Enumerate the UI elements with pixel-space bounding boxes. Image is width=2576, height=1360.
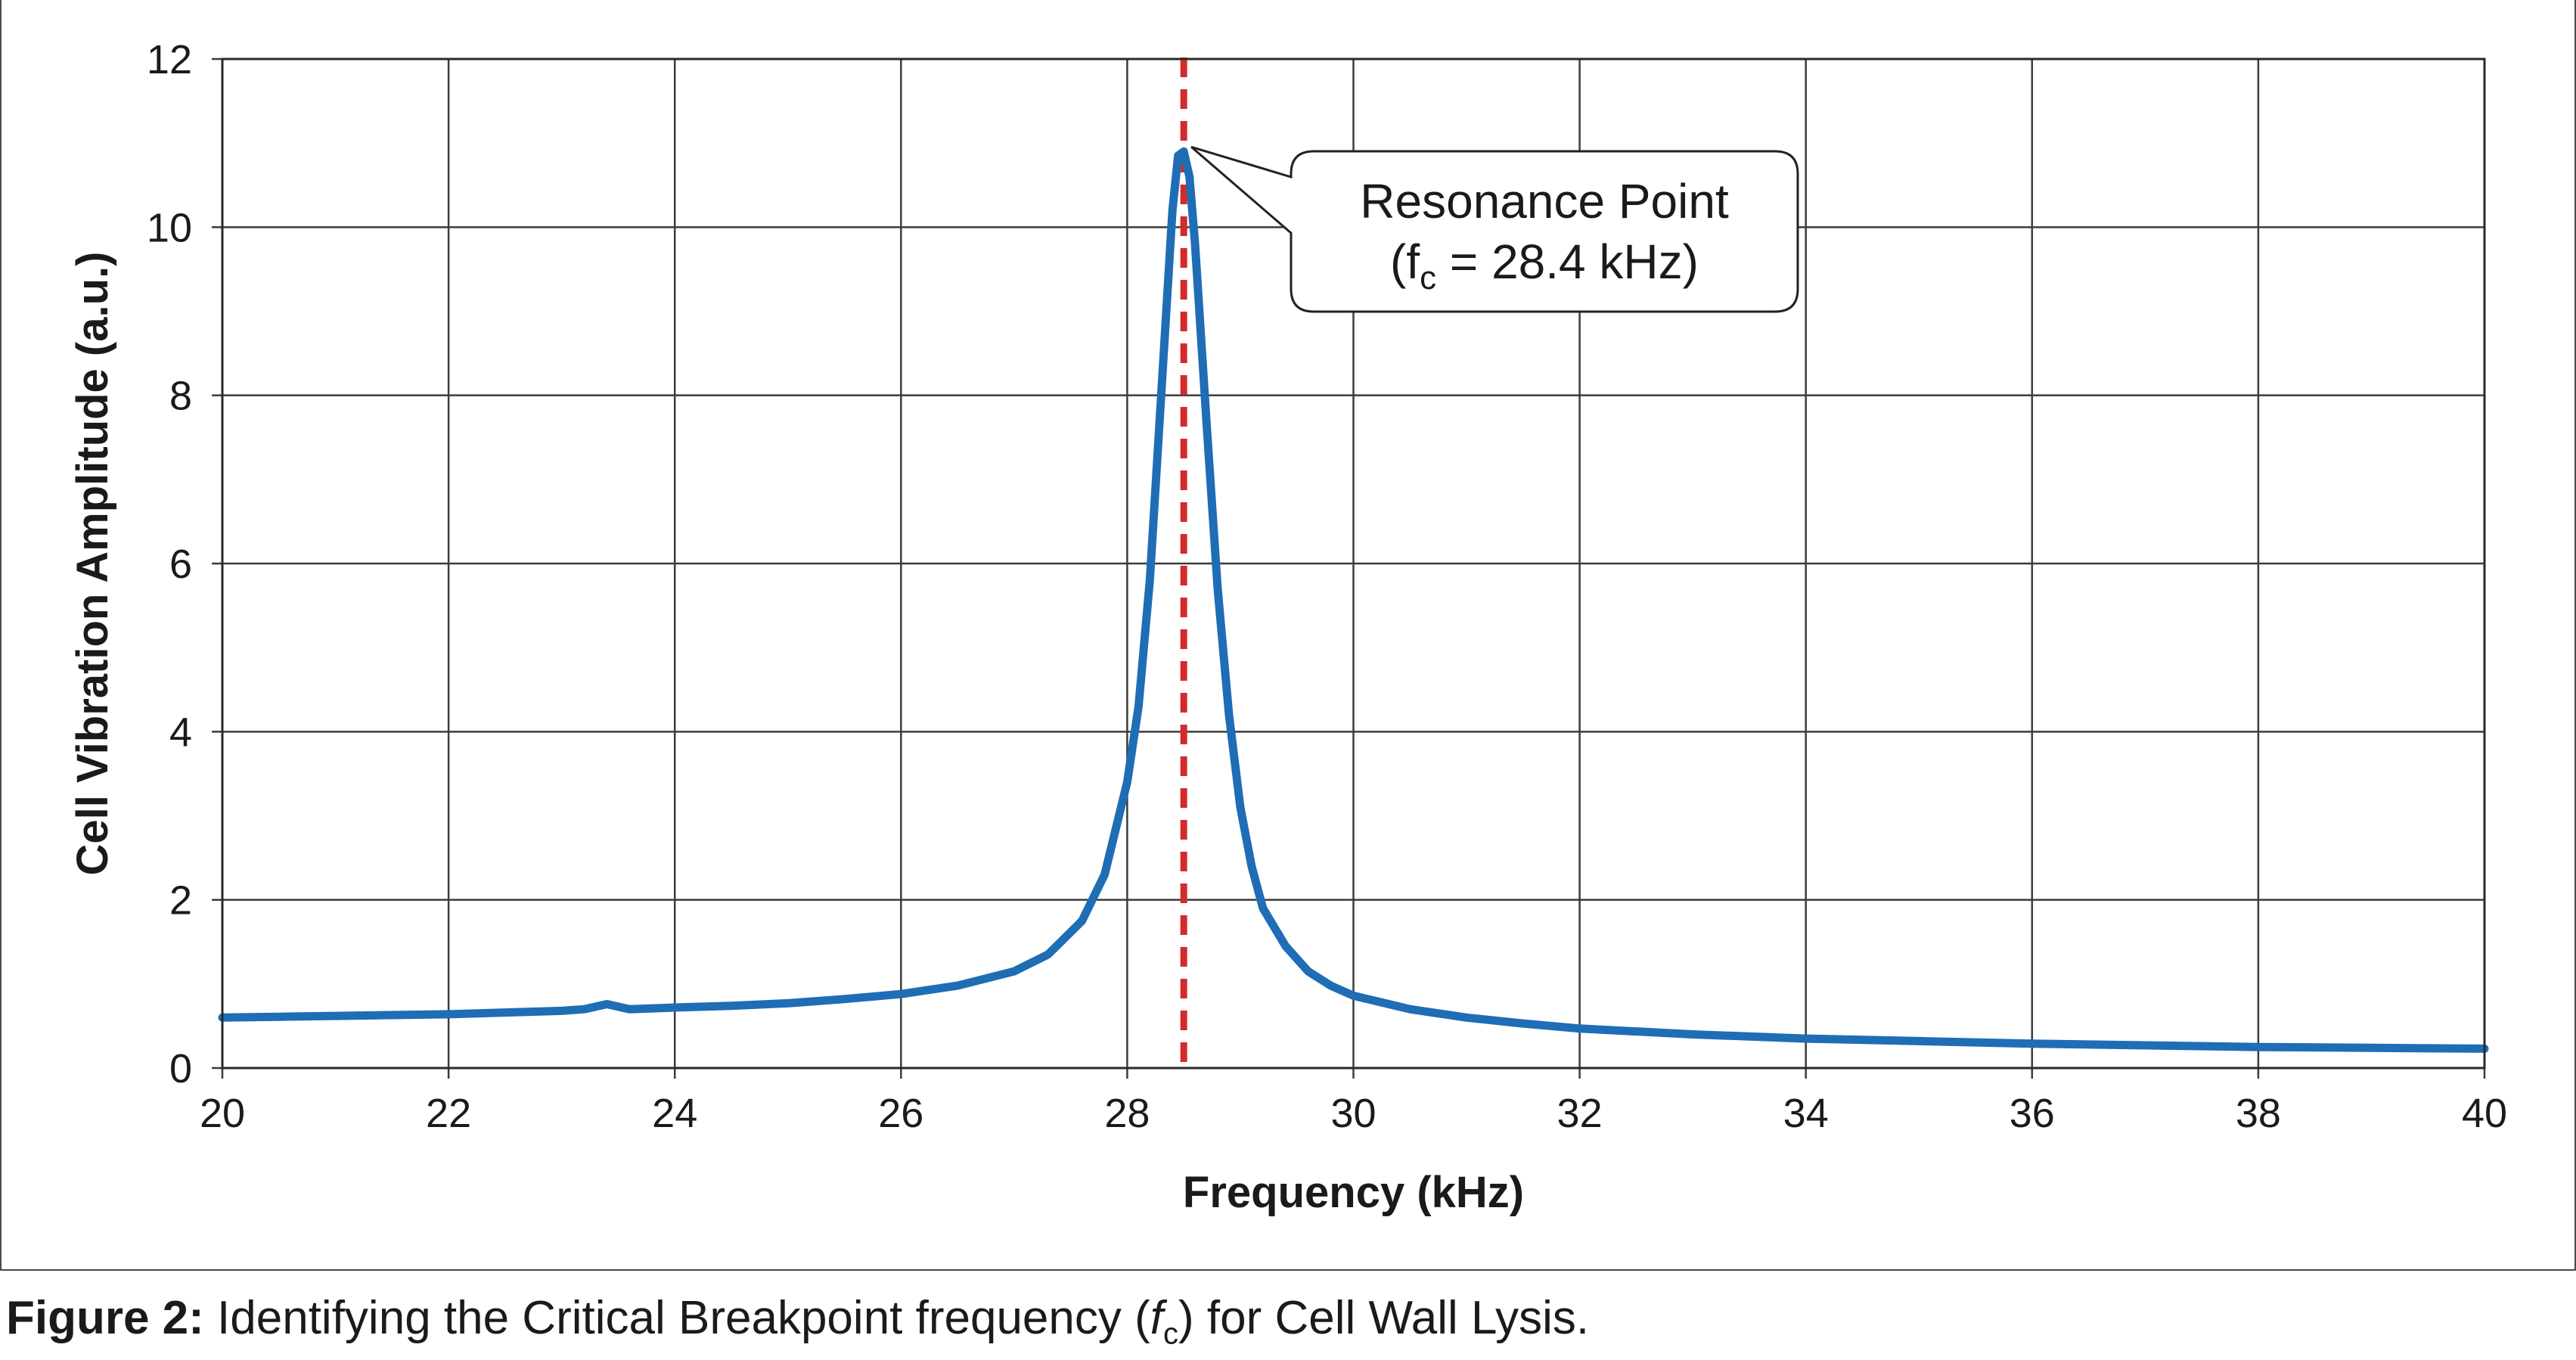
x-tick-label: 36 [2010, 1091, 2055, 1136]
x-tick-label: 32 [1557, 1091, 1603, 1136]
y-tick-label: 0 [169, 1046, 192, 1091]
caption-lead: Figure 2: [6, 1292, 204, 1344]
y-tick-label: 4 [169, 709, 192, 755]
y-tick-label: 6 [169, 542, 192, 587]
x-tick-label: 28 [1104, 1091, 1150, 1136]
x-tick-label: 34 [1783, 1091, 1829, 1136]
callout-bubble [1190, 145, 1799, 313]
y-tick-label: 12 [147, 37, 192, 82]
callout-value-subscript: c [1420, 259, 1436, 297]
x-axis-label: Frequency (kHz) [1183, 1168, 1524, 1217]
callout-title: Resonance Point [1360, 174, 1729, 228]
x-tick-label: 20 [200, 1091, 245, 1136]
x-tick-label: 24 [652, 1091, 697, 1136]
x-tick-label: 30 [1330, 1091, 1376, 1136]
x-tick-label: 38 [2236, 1091, 2281, 1136]
plot-border [221, 57, 2486, 1070]
x-tick-label: 40 [2462, 1091, 2507, 1136]
callout-value-prefix: (f [1390, 234, 1420, 289]
amplitude-series-line [218, 147, 2489, 1053]
y-tick-label: 10 [147, 205, 192, 250]
annotation-callout: Resonance Point (fc = 28.4 kHz) [1190, 145, 1799, 313]
y-tick-label: 2 [169, 878, 192, 924]
chart-frame: 20 22 24 26 28 30 32 34 36 38 40 0 2 4 6 8 10 12 Resonanc… [0, 0, 2576, 1271]
caption-text-end: ) for Cell Wall Lysis. [1178, 1292, 1590, 1344]
callout-value: (fc = 28.4 kHz) [1390, 234, 1699, 297]
callout-value-suffix: = 28.4 kHz) [1436, 234, 1699, 289]
series-group [218, 147, 2489, 1053]
y-axis-label: Cell Vibration Amplitude (a.u.) [68, 252, 117, 876]
figure-caption: Figure 2: Identifying the Critical Break… [6, 1292, 1589, 1360]
x-tick-label: 26 [878, 1091, 923, 1136]
caption-text-start: Identifying the Critical Breakpoint freq… [203, 1292, 1150, 1344]
caption-symbol: f [1150, 1292, 1164, 1344]
y-tick-label: 8 [169, 374, 192, 419]
caption-symbol-subscript: c [1163, 1317, 1179, 1351]
x-tick-label: 22 [426, 1091, 471, 1136]
